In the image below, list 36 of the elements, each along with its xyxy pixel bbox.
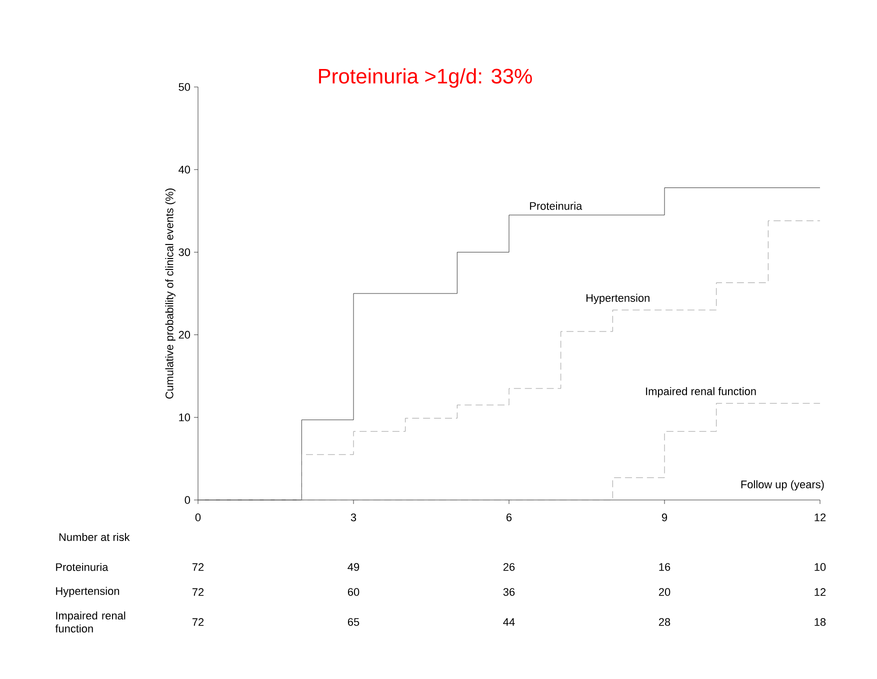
y-tick-label: 30: [178, 248, 190, 256]
text: 49: [348, 563, 360, 571]
x-tick-label: 9: [662, 514, 668, 522]
text: 44: [503, 618, 515, 626]
text: 18: [814, 618, 826, 626]
y-tick-label: 50: [178, 83, 190, 91]
x-tick-label: 3: [350, 514, 356, 522]
y-tick-label: 0: [184, 496, 190, 504]
x-tick-label: 6: [506, 514, 512, 522]
series-label: Hypertension: [586, 294, 650, 304]
text: 60: [348, 588, 360, 596]
y-tick-label: 40: [178, 166, 190, 174]
text: 72: [192, 618, 204, 626]
text: 72: [192, 588, 204, 596]
series-label: Proteinuria: [530, 202, 582, 210]
x-tick-label: 0: [195, 514, 201, 522]
text: 16: [659, 563, 670, 571]
text: 28: [658, 618, 670, 626]
text: Number at risk: [59, 532, 130, 542]
text: 12: [814, 588, 826, 596]
text: 20: [658, 588, 670, 596]
text: Hypertension: [56, 586, 120, 598]
text: 36: [503, 588, 515, 596]
text: 65: [348, 618, 360, 626]
text: Impaired renal function: [55, 611, 126, 632]
x-axis-title: Follow up (years): [741, 480, 824, 490]
text: Proteinuria: [56, 562, 108, 572]
x-tick-label: 12: [814, 514, 826, 522]
text: 72: [192, 563, 204, 571]
text: 10: [814, 563, 826, 571]
y-axis-title: Cumulative probability of clinical events (%): [165, 188, 176, 399]
series-label: Impaired renal function: [646, 387, 756, 398]
chart-title: Proteinuria >1g/d: 33%: [319, 68, 532, 88]
y-tick-label: 10: [179, 414, 190, 422]
text: 26: [503, 563, 515, 571]
y-tick-label: 20: [178, 330, 190, 339]
